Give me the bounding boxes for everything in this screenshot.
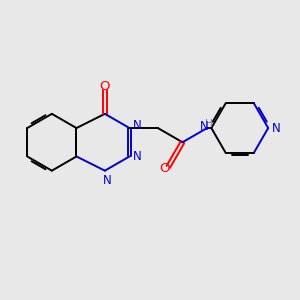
Text: H: H (205, 119, 212, 129)
Text: N: N (103, 174, 111, 187)
Text: N: N (272, 122, 281, 134)
Text: O: O (159, 162, 170, 176)
Text: N: N (133, 150, 141, 163)
Text: N: N (200, 120, 208, 133)
Text: O: O (100, 80, 110, 93)
Text: N: N (133, 119, 141, 133)
